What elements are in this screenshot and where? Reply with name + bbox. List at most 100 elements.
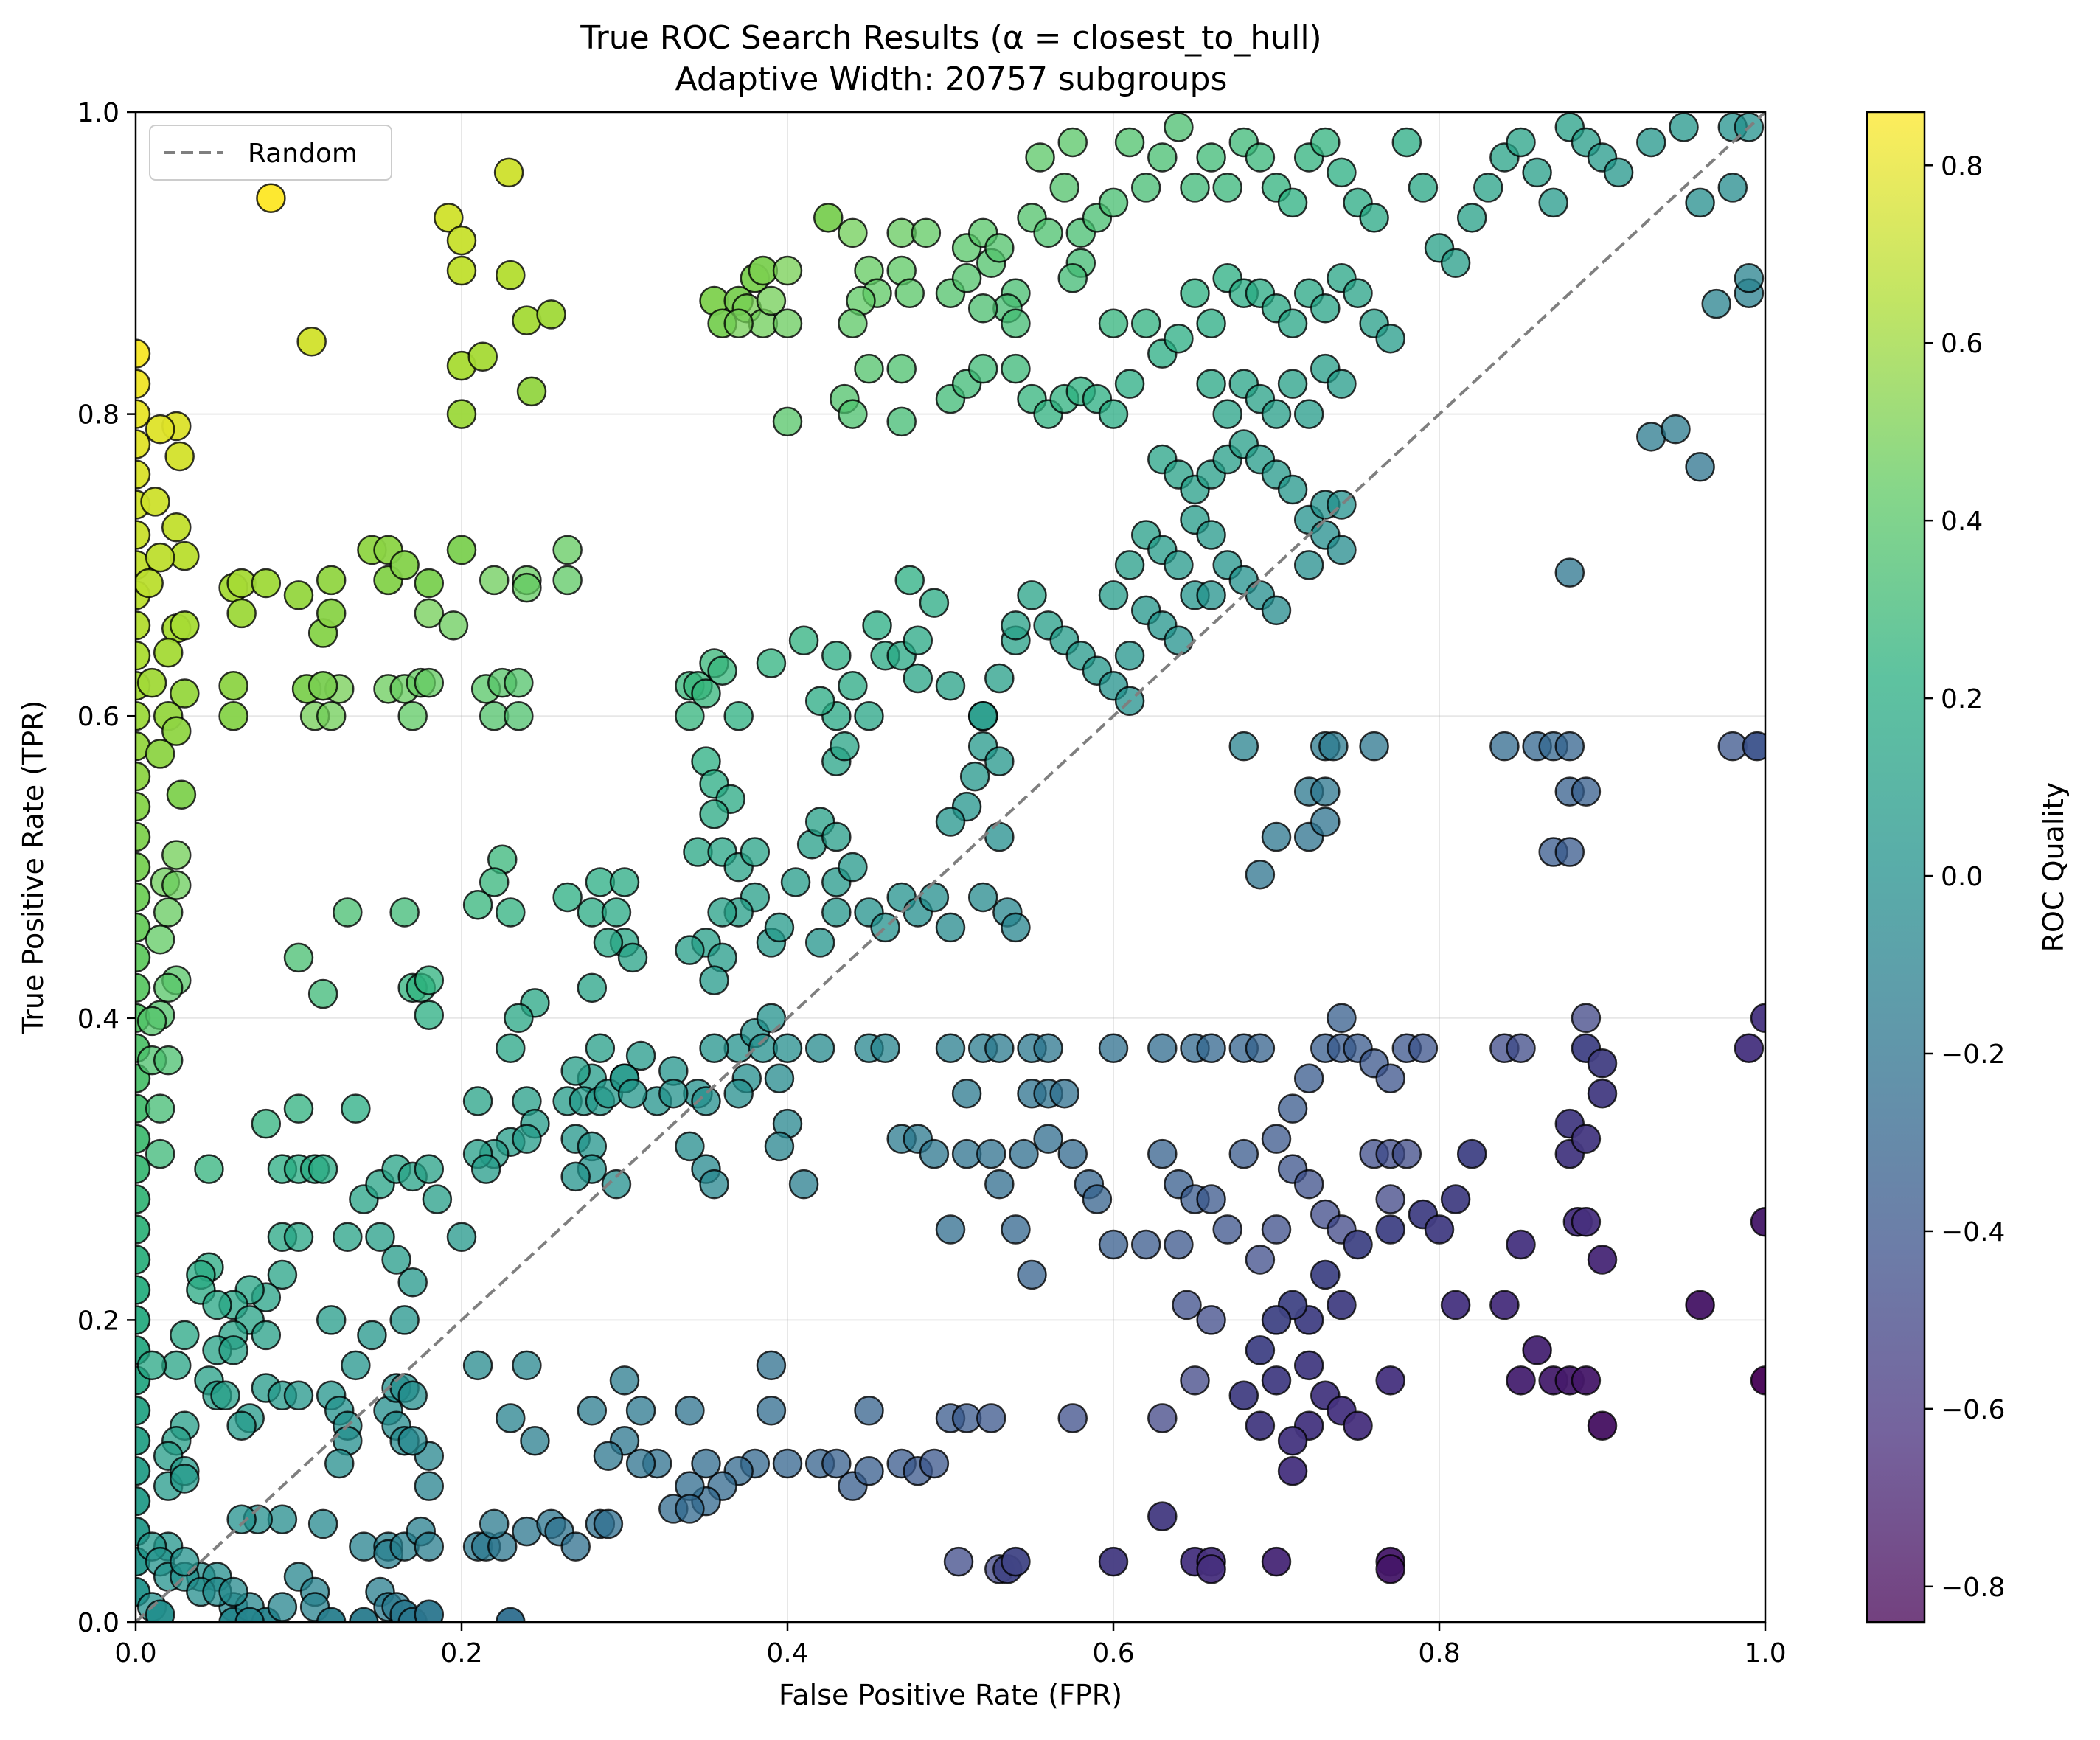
plot-frame bbox=[134, 111, 1767, 1624]
random-reference-line bbox=[134, 111, 1767, 1624]
scatter-point bbox=[512, 1124, 542, 1154]
scatter-point bbox=[136, 1350, 167, 1381]
scatter-point bbox=[984, 1169, 1015, 1200]
x-tick-label: 0.8 bbox=[1418, 1638, 1460, 1668]
scatter-point bbox=[145, 925, 175, 955]
scatter-point bbox=[136, 1275, 151, 1305]
scatter-point bbox=[218, 670, 248, 701]
scatter-point bbox=[699, 799, 729, 829]
scatter-point bbox=[1009, 1138, 1039, 1169]
scatter-point bbox=[1685, 452, 1715, 482]
x-tick-label: 0.6 bbox=[1092, 1638, 1134, 1668]
scatter-point bbox=[854, 700, 884, 731]
scatter-point bbox=[1049, 173, 1079, 203]
scatter-point bbox=[691, 1086, 721, 1116]
scatter-point bbox=[894, 278, 925, 309]
scatter-point bbox=[838, 852, 868, 883]
scatter-point bbox=[854, 1455, 884, 1486]
scatter-point bbox=[1212, 1214, 1242, 1245]
scatter-point bbox=[446, 225, 477, 256]
scatter-point bbox=[164, 441, 195, 472]
scatter-point bbox=[1228, 1138, 1259, 1169]
scatter-point bbox=[136, 1425, 151, 1456]
scatter-point bbox=[1172, 1290, 1202, 1320]
scatter-point bbox=[1701, 288, 1731, 319]
scatter-point bbox=[397, 1380, 428, 1411]
scatter-point bbox=[170, 1320, 200, 1351]
scatter-point bbox=[140, 487, 170, 517]
scatter-point bbox=[1114, 550, 1145, 580]
scatter-point bbox=[1277, 1093, 1308, 1124]
scatter-point bbox=[153, 637, 184, 668]
scatter-point bbox=[609, 1365, 640, 1396]
scatter-point bbox=[1571, 1124, 1602, 1154]
y-tick-label: 0.2 bbox=[77, 1306, 119, 1336]
colorbar: 0.8 0.6 0.4 0.2 0.0 −0.2 −0.4 −0.6 −0.8 ROC Qual… bbox=[1866, 111, 2070, 1624]
scatter-point bbox=[854, 353, 884, 384]
scatter-point bbox=[1261, 1214, 1292, 1245]
colorbar-tick-label: 0.0 bbox=[1941, 862, 1983, 892]
scatter-point bbox=[838, 308, 868, 338]
scatter-point bbox=[984, 746, 1015, 776]
scatter-point bbox=[919, 588, 950, 618]
scatter-point bbox=[723, 308, 754, 338]
scatter-point bbox=[1538, 187, 1568, 218]
scatter-point bbox=[1661, 414, 1691, 445]
scatter-point bbox=[1098, 399, 1129, 429]
scatter-point bbox=[493, 157, 524, 188]
scatter-point bbox=[136, 1184, 151, 1214]
scatter-point bbox=[1025, 142, 1055, 173]
scatter-point bbox=[1033, 218, 1063, 248]
scatter-point bbox=[234, 1607, 265, 1622]
scatter-point bbox=[1001, 308, 1031, 338]
y-tick-label: 0.0 bbox=[77, 1608, 119, 1638]
scatter-point bbox=[333, 1222, 363, 1253]
scatter-point bbox=[772, 406, 803, 437]
scatter-point bbox=[1293, 550, 1324, 580]
scatter-point bbox=[1506, 1229, 1536, 1260]
scatter-point bbox=[967, 353, 998, 384]
scatter-point bbox=[1359, 203, 1389, 233]
scatter-point bbox=[764, 912, 795, 943]
scatter-point bbox=[136, 667, 167, 698]
scatter-point bbox=[1164, 112, 1194, 142]
scatter-point bbox=[804, 928, 835, 958]
y-tick-label: 0.4 bbox=[77, 1004, 119, 1034]
scatter-point bbox=[504, 1003, 534, 1034]
scatter-point bbox=[1717, 173, 1748, 203]
scatter-point bbox=[333, 897, 363, 928]
scatter-point bbox=[1293, 1063, 1324, 1093]
scatter-point bbox=[951, 263, 982, 293]
scatter-point bbox=[1489, 731, 1520, 762]
scatter-point bbox=[756, 1396, 787, 1426]
x-axis-ticks: 0.0 0.2 0.4 0.6 0.8 1.0 bbox=[114, 1622, 1787, 1668]
scatter-point bbox=[699, 1033, 729, 1064]
scatter-point bbox=[1375, 1184, 1405, 1214]
scatter-point bbox=[283, 942, 314, 973]
scatter-point bbox=[1343, 1410, 1373, 1441]
scatter-point bbox=[251, 1108, 282, 1139]
scatter-point bbox=[1049, 1078, 1079, 1109]
scatter-point bbox=[251, 1320, 282, 1351]
scatter-point bbox=[1554, 731, 1585, 762]
scatter-point bbox=[1164, 550, 1194, 580]
scatter-point bbox=[161, 716, 192, 746]
scatter-point bbox=[462, 1086, 493, 1116]
scatter-point bbox=[1522, 157, 1552, 188]
scatter-point bbox=[976, 1403, 1006, 1433]
scatter-point bbox=[504, 667, 534, 698]
scatter-point bbox=[560, 1161, 591, 1192]
scatter-point bbox=[136, 1245, 151, 1275]
scatter-point bbox=[210, 1380, 240, 1411]
scatter-point bbox=[512, 1350, 542, 1381]
scatter-point bbox=[496, 1033, 526, 1064]
scatter-point bbox=[862, 610, 892, 641]
scatter-point bbox=[136, 369, 151, 399]
scatter-point bbox=[675, 1494, 705, 1524]
scatter-point bbox=[1017, 1259, 1047, 1290]
scatter-point bbox=[316, 598, 347, 629]
scatter-point bbox=[414, 965, 445, 995]
scatter-point bbox=[911, 218, 942, 248]
scatter-point bbox=[1147, 142, 1178, 173]
scatter-point bbox=[1261, 1365, 1292, 1396]
